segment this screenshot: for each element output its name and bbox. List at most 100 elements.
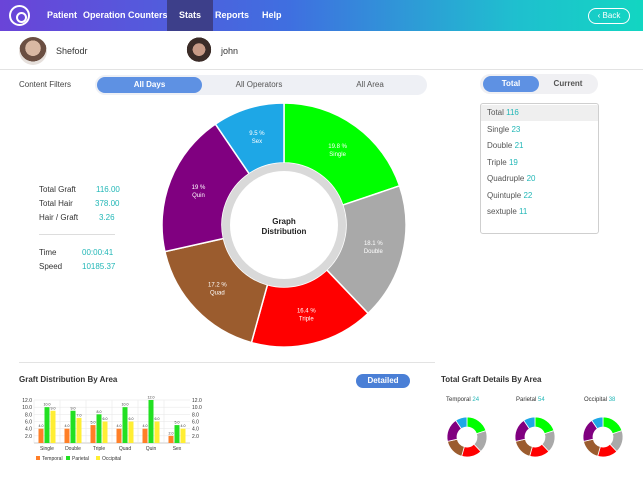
donut-slice-single (283, 102, 401, 207)
nav-counters[interactable]: Counters (128, 10, 168, 20)
user-name: Shefodr (56, 46, 88, 56)
mini-donut-slice-parietal (534, 416, 555, 435)
hair-per-graft-label: Hair / Graft (39, 213, 79, 222)
mini-donut-slice-parietal (529, 443, 550, 458)
graft-list-item-double[interactable]: Double 21 (481, 138, 598, 154)
mini-donut-slice-occipital (597, 443, 618, 458)
mini-donut-slice-temporal (455, 416, 468, 430)
bar-temporal-single (38, 428, 44, 443)
bar-data-label: 9.0 (71, 406, 76, 410)
graft-list-name: Double (487, 141, 515, 150)
legend-label: Occipital (102, 456, 121, 462)
graft-list-name: Quadruple (487, 174, 527, 183)
nav-help[interactable]: Help (262, 10, 282, 20)
nav-operation[interactable]: Operation (83, 10, 126, 20)
graft-list-item-single[interactable]: Single 23 (481, 122, 598, 138)
bar-temporal-quad (116, 428, 122, 443)
filter-all-days[interactable]: All Days (97, 77, 202, 93)
divider (19, 362, 435, 363)
graft-list-item-quintuple[interactable]: Quintuple 22 (481, 188, 598, 204)
donut-title-line2: Distribution (262, 227, 307, 236)
area-count: 54 (538, 397, 545, 403)
bar-ytick-right: 12.0 (192, 398, 202, 404)
toggle-current[interactable]: Current (553, 79, 583, 88)
bar-data-label: 6.0 (155, 417, 160, 421)
bar-data-label: 6.0 (103, 417, 108, 421)
nav-stats[interactable]: Stats (167, 0, 214, 31)
divider (39, 234, 115, 235)
bar-chart-title: Graft Distribution By Area (19, 375, 118, 384)
filter-segmented-control: All Days All Operators All Area (95, 75, 427, 95)
detailed-button[interactable]: Detailed (356, 374, 410, 388)
total-hair-label: Total Hair (39, 199, 73, 208)
donut-hole (230, 171, 338, 279)
bar-category-label: Single (40, 446, 54, 452)
bar-parietal-double (70, 410, 76, 443)
graft-list-count: 21 (514, 141, 524, 150)
bar-temporal-sex (168, 435, 174, 443)
graft-list-item-triple[interactable]: Triple 19 (481, 155, 598, 171)
bar-occipital-single (50, 410, 56, 443)
donut-slice-percent: 19 % (192, 185, 206, 191)
donut-slice-name: Single (329, 152, 346, 158)
graft-list-item-quadruple[interactable]: Quadruple 20 (481, 171, 598, 187)
toggle-total[interactable]: Total (483, 76, 539, 92)
area-occipital-label: Occipital 38 (584, 397, 615, 403)
donut-slice-percent: 16.4 % (297, 308, 316, 314)
bar-data-label: 10.0 (44, 403, 51, 407)
mini-donut-slice-occipital (602, 416, 623, 435)
donut-slice-name: Sex (252, 139, 262, 145)
mini-donut-slice-parietal (515, 438, 533, 457)
area-name: Temporal (446, 397, 471, 403)
graft-list-count: 116 (506, 108, 519, 117)
nav-patient[interactable]: Patient (47, 10, 78, 20)
mini-donut-slice-temporal (446, 419, 462, 442)
bar-data-label: 5.0 (91, 421, 96, 425)
donut-slice-percent: 9.5 % (249, 131, 265, 137)
bar-temporal-double (64, 428, 70, 443)
bar-ytick-right: 10.0 (192, 405, 202, 411)
donut-slice-triple (250, 268, 370, 348)
nav-reports[interactable]: Reports (215, 10, 250, 20)
bar-temporal-quin (142, 428, 148, 443)
donut-slice-name: Quin (192, 193, 205, 199)
mini-donut-slice-parietal (514, 419, 530, 442)
graft-list-item-total[interactable]: Total 116 (481, 105, 598, 121)
graft-distribution-bar-chart: 12.0 12.010.0 10.08.0 8.06.0 6.04.0 4.02.0 2.0… (22, 396, 202, 463)
bar-data-label: 4.0 (65, 424, 70, 428)
mini-donut-slice-occipital (591, 416, 604, 430)
filter-all-operators[interactable]: All Operators (235, 80, 283, 89)
user-name: john (221, 46, 239, 56)
donut-slice-percent: 18.1 % (364, 241, 383, 247)
back-label: Back (602, 11, 621, 20)
bar-data-label: 2.0 (169, 431, 174, 435)
legend-label: Temporal (42, 456, 63, 462)
speed-label: Speed (39, 262, 63, 271)
graft-list-count: 23 (511, 124, 521, 134)
graft-list-name: sextuple (487, 207, 520, 216)
donut-slice-sex (214, 102, 285, 175)
legend-label: Parietal (72, 456, 89, 462)
bar-data-label: 4.0 (181, 424, 186, 428)
bar-parietal-quin (148, 400, 154, 443)
user-shefodr[interactable]: Shefodr (19, 36, 139, 66)
time-label: Time (39, 248, 57, 257)
bar-parietal-triple (96, 414, 102, 443)
donut-slice-name: Quad (210, 290, 225, 296)
donut-slice-percent: 19.8 % (328, 144, 347, 150)
total-graft-label: Total Graft (39, 185, 76, 194)
user-john[interactable]: john (185, 36, 305, 66)
filter-all-area[interactable]: All Area (356, 80, 384, 89)
hair-per-graft-value: 3.26 (99, 213, 115, 222)
bar-ytick-left: 8.0 (25, 412, 32, 418)
bar-data-label: 9.0 (51, 406, 56, 410)
bar-parietal-sex (174, 425, 180, 443)
bar-ytick-left: 2.0 (25, 434, 32, 440)
mini-donut-slice-parietal (541, 430, 556, 453)
back-button[interactable]: ‹ Back (588, 8, 630, 24)
legend-swatch (66, 456, 70, 460)
mini-donut-slice-temporal (473, 430, 488, 453)
graft-list-item-sextuple[interactable]: sextuple 11 (481, 204, 598, 220)
total-current-toggle: Total Current (480, 74, 598, 94)
donut-slice-double (325, 184, 407, 315)
